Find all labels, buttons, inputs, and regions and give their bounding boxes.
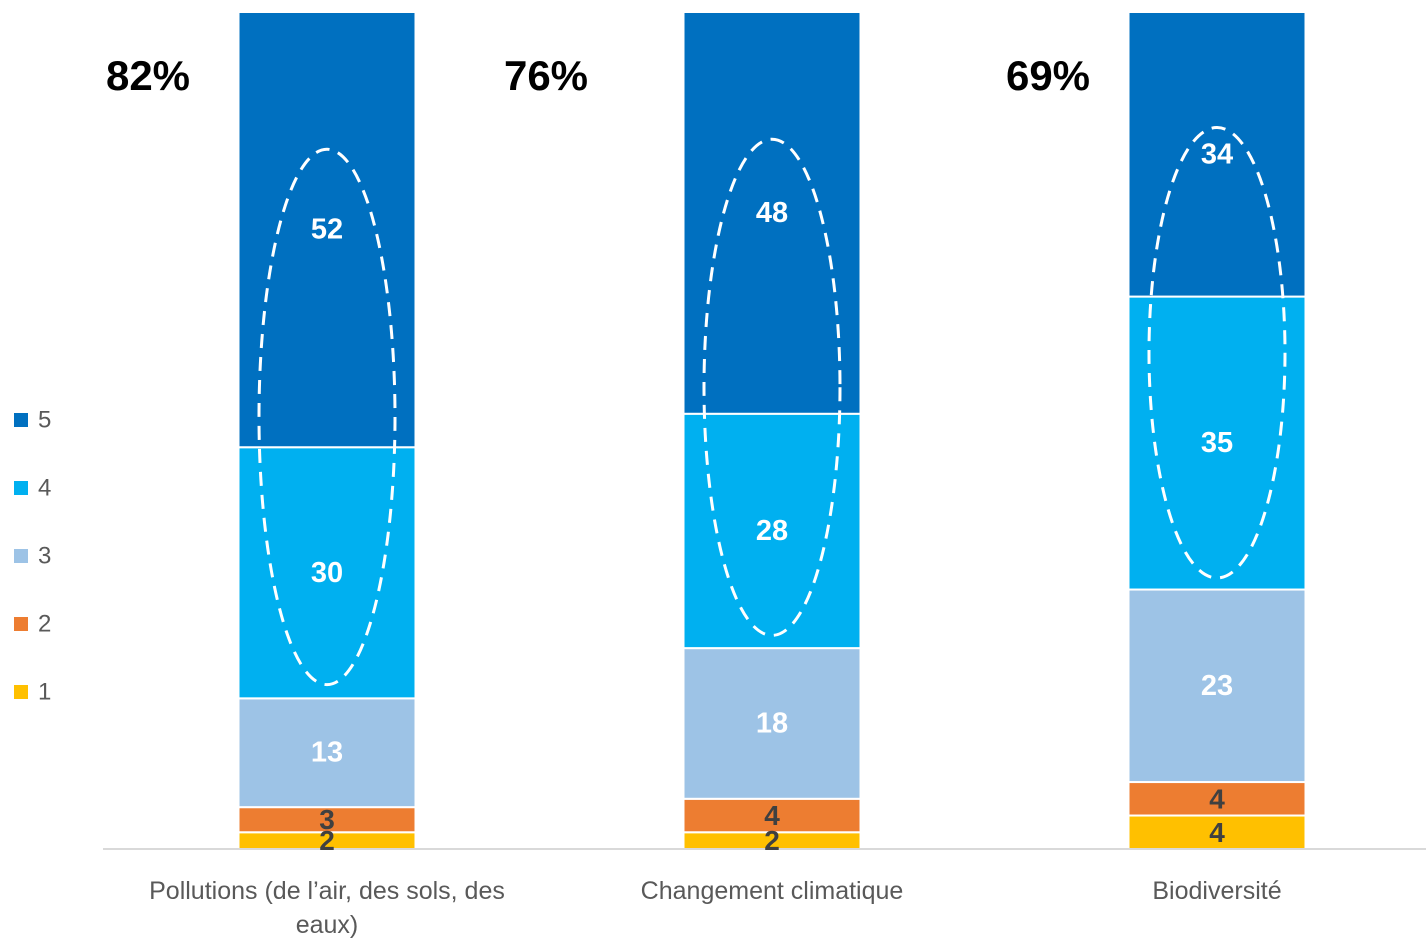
totals: 82% 76% 69%: [106, 52, 1090, 99]
legend-item-3: 3: [14, 543, 51, 570]
legend-item-4: 4: [14, 475, 51, 502]
data-label: 2: [764, 825, 780, 856]
legend-swatch: [14, 481, 28, 495]
data-label: 4: [764, 800, 780, 831]
legend-swatch: [14, 549, 28, 563]
legend: 5 4 3 2 1: [14, 407, 51, 706]
data-label: 4: [1209, 817, 1225, 848]
legend-label: 5: [38, 407, 51, 434]
legend-swatch: [14, 685, 28, 699]
legend-item-1: 1: [14, 679, 51, 706]
bar-stack-3: [1127, 11, 1307, 851]
x-tick-label: Biodiversité: [1152, 877, 1281, 905]
total-label: 76%: [504, 52, 588, 99]
legend-item-2: 2: [14, 611, 51, 638]
bar-segment-3: [682, 647, 862, 800]
data-label: 30: [311, 557, 343, 589]
x-tick-label: Pollutions (de l’air, des sols, des eaux): [149, 877, 505, 939]
bar-segment-2: [1127, 781, 1307, 817]
data-label: 18: [756, 707, 788, 739]
bar-segment-5: [237, 11, 417, 449]
legend-label: 3: [38, 543, 51, 570]
total-label: 82%: [106, 52, 190, 99]
bar-segment-3: [1127, 588, 1307, 784]
data-label: 13: [311, 737, 343, 769]
bars: [237, 11, 1307, 851]
x-axis-tick-labels: Pollutions (de l’air, des sols, des eaux)…: [149, 877, 1281, 939]
data-label: 48: [756, 197, 788, 229]
legend-label: 1: [38, 679, 51, 706]
bar-segment-4: [682, 412, 862, 650]
legend-label: 2: [38, 611, 51, 638]
bar-stack-2: [682, 11, 862, 851]
bar-segment-4: [237, 446, 417, 700]
data-label: 34: [1201, 138, 1233, 170]
data-label: 35: [1201, 427, 1233, 459]
bar-stack-1: [237, 11, 417, 851]
x-tick-label: Changement climatique: [641, 877, 904, 905]
legend-label: 4: [38, 475, 51, 502]
bar-segment-5: [682, 11, 862, 415]
total-label: 69%: [1006, 52, 1090, 99]
data-label: 4: [1209, 783, 1225, 814]
bar-segment-4: [1127, 295, 1307, 591]
data-label: 3: [319, 804, 335, 835]
data-label: 28: [756, 515, 788, 547]
legend-item-5: 5: [14, 407, 51, 434]
highlight-ellipse: [1147, 126, 1287, 580]
data-label: 2: [319, 825, 335, 856]
legend-swatch: [14, 617, 28, 631]
highlight-ellipse: [257, 147, 397, 687]
bar-segment-2: [682, 797, 862, 834]
highlight-ellipses: [257, 126, 1287, 687]
legend-swatch: [14, 413, 28, 427]
data-label: 52: [311, 214, 343, 246]
data-label: 23: [1201, 670, 1233, 702]
highlight-ellipse: [702, 137, 842, 637]
bar-segment-2: [237, 806, 417, 834]
